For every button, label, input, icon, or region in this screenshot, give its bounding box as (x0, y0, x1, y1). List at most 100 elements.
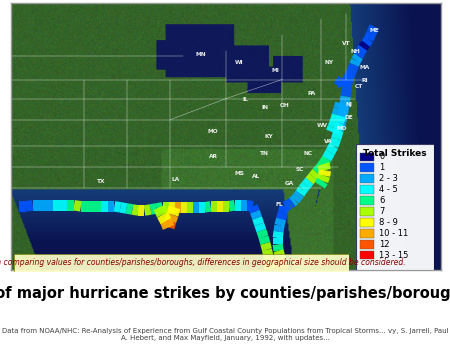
Polygon shape (156, 202, 163, 214)
Polygon shape (19, 201, 26, 212)
Polygon shape (162, 219, 176, 229)
Polygon shape (259, 236, 270, 245)
Polygon shape (166, 206, 180, 216)
Polygon shape (160, 219, 174, 230)
Polygon shape (312, 165, 324, 176)
Polygon shape (287, 198, 296, 208)
Polygon shape (336, 79, 346, 88)
Polygon shape (54, 200, 60, 211)
Text: WV: WV (316, 124, 328, 128)
Text: Total number of major hurricane strikes by counties/parishes/boroughs, 1900-2010: Total number of major hurricane strikes … (0, 286, 450, 301)
Polygon shape (274, 249, 285, 259)
Polygon shape (256, 229, 268, 239)
Polygon shape (278, 205, 289, 214)
Polygon shape (229, 295, 234, 303)
Text: 10 - 11: 10 - 11 (379, 229, 409, 238)
Polygon shape (81, 201, 88, 212)
Text: MD: MD (337, 126, 347, 131)
Text: OH: OH (280, 103, 289, 109)
Polygon shape (322, 150, 335, 161)
Polygon shape (234, 294, 241, 303)
FancyBboxPatch shape (356, 144, 434, 270)
Polygon shape (362, 36, 373, 47)
Polygon shape (273, 231, 284, 239)
Text: 13 - 15: 13 - 15 (379, 251, 409, 260)
Polygon shape (326, 125, 341, 135)
Bar (360, 164, 374, 172)
Text: Data from NOAA/NHC: Re-Analysis of Experience from Gulf Coastal County Populatio: Data from NOAA/NHC: Re-Analysis of Exper… (2, 328, 448, 341)
Polygon shape (336, 112, 348, 123)
Polygon shape (315, 177, 328, 189)
Polygon shape (175, 202, 180, 213)
Polygon shape (198, 202, 205, 213)
Text: Note: When comparing values for counties/parishes/boroughs, differences in geogr: Note: When comparing values for counties… (0, 258, 406, 267)
Polygon shape (169, 202, 175, 213)
Polygon shape (271, 269, 286, 279)
Polygon shape (296, 187, 307, 197)
Polygon shape (359, 40, 370, 51)
Bar (360, 196, 374, 205)
Polygon shape (266, 276, 281, 289)
Polygon shape (262, 248, 273, 257)
Bar (360, 251, 374, 259)
Polygon shape (33, 200, 40, 211)
Text: 8 - 9: 8 - 9 (379, 218, 398, 227)
Bar (360, 185, 374, 194)
Polygon shape (343, 71, 356, 81)
Polygon shape (274, 218, 286, 227)
Polygon shape (265, 269, 274, 275)
Polygon shape (67, 200, 74, 211)
Polygon shape (334, 76, 342, 85)
Text: 2 - 3: 2 - 3 (379, 174, 398, 183)
Polygon shape (332, 107, 347, 118)
Polygon shape (180, 202, 187, 213)
Text: VA: VA (324, 140, 332, 144)
Bar (360, 207, 374, 216)
Polygon shape (346, 67, 357, 75)
Text: 0: 0 (379, 152, 384, 161)
Polygon shape (260, 282, 272, 296)
Polygon shape (319, 156, 331, 167)
Polygon shape (269, 272, 284, 284)
Polygon shape (354, 50, 365, 58)
Polygon shape (274, 261, 289, 270)
Polygon shape (256, 284, 267, 300)
Polygon shape (328, 119, 344, 131)
Text: MN: MN (195, 52, 206, 57)
Polygon shape (299, 182, 310, 193)
Polygon shape (193, 202, 198, 213)
Polygon shape (289, 196, 298, 206)
Polygon shape (113, 201, 121, 213)
Text: AL: AL (252, 174, 260, 179)
Text: AR: AR (209, 154, 218, 159)
Polygon shape (318, 169, 331, 177)
Polygon shape (241, 200, 247, 211)
Text: MO: MO (208, 129, 219, 134)
Polygon shape (252, 216, 264, 226)
Polygon shape (153, 205, 168, 218)
Polygon shape (356, 45, 367, 55)
Text: TX: TX (97, 179, 106, 184)
Polygon shape (222, 294, 230, 303)
Polygon shape (260, 242, 272, 251)
Polygon shape (273, 244, 284, 251)
Polygon shape (102, 201, 108, 212)
Polygon shape (342, 78, 353, 89)
Text: 4 - 5: 4 - 5 (379, 185, 398, 194)
Polygon shape (293, 190, 304, 200)
Bar (360, 174, 374, 183)
Polygon shape (139, 205, 144, 216)
Bar (360, 152, 374, 161)
Polygon shape (302, 177, 313, 189)
Polygon shape (73, 200, 81, 212)
Polygon shape (94, 201, 102, 212)
Polygon shape (350, 58, 360, 67)
Text: GA: GA (285, 181, 294, 186)
Polygon shape (25, 200, 33, 212)
Polygon shape (250, 210, 262, 220)
Text: KY: KY (265, 134, 274, 139)
Polygon shape (254, 286, 261, 301)
Text: 7: 7 (379, 207, 384, 216)
FancyBboxPatch shape (14, 254, 349, 272)
Text: 6: 6 (379, 196, 384, 205)
